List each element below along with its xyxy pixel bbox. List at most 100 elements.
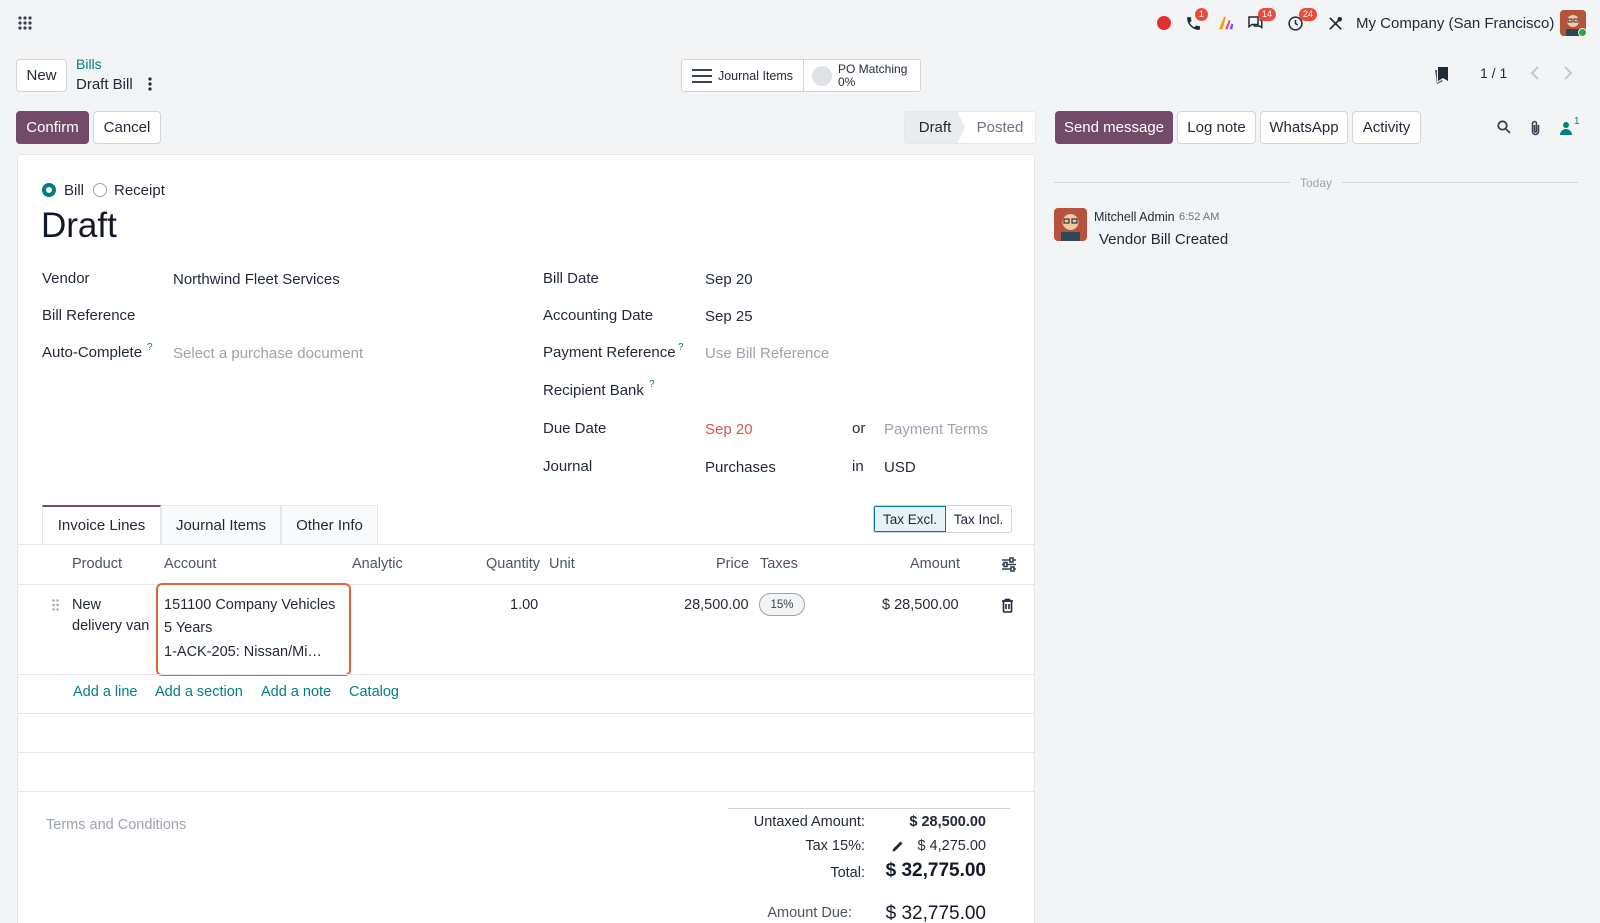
smart-buttons: Journal Items PO Matching 0% — [681, 59, 921, 92]
tabs-divider — [17, 544, 1035, 545]
col-product[interactable]: Product — [72, 556, 122, 572]
untaxed-amount-label: Untaxed Amount: — [753, 814, 865, 830]
tools-icon[interactable] — [1325, 13, 1345, 33]
new-button[interactable]: New — [16, 59, 67, 92]
online-status-dot — [1578, 28, 1587, 37]
po-matching-smart-button[interactable]: PO Matching 0% — [804, 60, 920, 91]
tax-included-button[interactable]: Tax Incl. — [946, 506, 1011, 532]
recipient-bank-help-icon[interactable]: ? — [649, 379, 655, 390]
untaxed-amount-value: $ 28,500.00 — [909, 814, 986, 830]
terms-conditions-field[interactable]: Terms and Conditions — [46, 817, 187, 833]
radio-receipt[interactable] — [93, 183, 107, 197]
bookmark-icon[interactable] — [1432, 64, 1452, 86]
record-icon[interactable] — [1157, 16, 1171, 30]
edit-tax-icon[interactable] — [890, 838, 906, 854]
send-message-button[interactable]: Send message — [1055, 111, 1173, 144]
add-section-link[interactable]: Add a section — [155, 684, 243, 700]
col-quantity[interactable]: Quantity — [486, 556, 540, 572]
auto-complete-help-icon[interactable]: ? — [147, 342, 153, 353]
pager-next-icon[interactable] — [1558, 63, 1578, 83]
col-price[interactable]: Price — [716, 556, 750, 572]
line-product-cont[interactable]: delivery van — [72, 618, 150, 634]
col-taxes[interactable]: Taxes — [760, 556, 798, 572]
payment-terms-field[interactable]: Payment Terms — [884, 421, 988, 438]
delete-line-icon[interactable] — [999, 596, 1015, 614]
radio-bill[interactable] — [42, 183, 56, 197]
radio-bill-label[interactable]: Bill — [64, 182, 85, 199]
col-unit[interactable]: Unit — [549, 556, 575, 572]
bill-date-field[interactable]: Sep 20 — [705, 271, 753, 288]
tab-invoice-lines[interactable]: Invoice Lines — [42, 505, 161, 544]
total-label: Total: — [830, 865, 865, 881]
journal-items-smart-button[interactable]: Journal Items — [682, 60, 804, 91]
empty-row-divider — [17, 752, 1035, 753]
line-price[interactable]: 28,500.00 — [684, 597, 749, 613]
payment-reference-help-icon[interactable]: ? — [678, 342, 684, 353]
line-quantity[interactable]: 1.00 — [510, 597, 539, 613]
due-date-or: or — [852, 420, 866, 437]
line-account-asset: 1-ACK-205: Nissan/Mi… — [164, 644, 322, 660]
whatsapp-button[interactable]: WhatsApp — [1260, 111, 1348, 144]
due-date-label: Due Date — [543, 420, 607, 437]
stage-posted[interactable]: Posted — [976, 119, 1024, 136]
followers-icon[interactable] — [1558, 120, 1574, 136]
catalog-link[interactable]: Catalog — [349, 684, 399, 700]
links-divider — [17, 713, 1035, 714]
auto-complete-field[interactable]: Select a purchase document — [173, 345, 364, 362]
ai-icon[interactable] — [1216, 13, 1236, 33]
col-amount[interactable]: Amount — [910, 556, 960, 572]
breadcrumb-bills[interactable]: Bills — [76, 56, 102, 72]
bill-reference-field[interactable] — [173, 303, 493, 327]
journal-label: Journal — [543, 458, 593, 475]
amount-due-value: $ 32,775.00 — [885, 903, 986, 923]
tab-other-info[interactable]: Other Info — [281, 505, 378, 544]
add-line-link[interactable]: Add a line — [73, 684, 138, 700]
pager-value[interactable]: 1 / 1 — [1480, 65, 1508, 81]
more-actions-icon[interactable] — [144, 76, 156, 92]
due-date-field[interactable]: Sep 20 — [705, 421, 753, 438]
activity-button[interactable]: Activity — [1352, 111, 1421, 144]
tax-excluded-button[interactable]: Tax Excl. — [874, 506, 946, 532]
apps-icon[interactable] — [16, 14, 34, 32]
cancel-button[interactable]: Cancel — [93, 111, 161, 144]
col-analytic[interactable]: Analytic — [352, 556, 403, 572]
payment-reference-field[interactable]: Use Bill Reference — [705, 345, 830, 362]
recipient-bank-field[interactable] — [705, 378, 1005, 402]
top-navbar: 1 14 24 My Company (San Francisco) — [0, 0, 1600, 46]
date-separator-label: Today — [1290, 176, 1343, 190]
line-tax-badge[interactable]: 15% — [759, 593, 805, 616]
payment-reference-label: Payment Reference — [543, 344, 676, 361]
line-amount: $ 28,500.00 — [882, 597, 959, 613]
po-matching-label: PO Matching — [838, 61, 908, 76]
tab-journal-items[interactable]: Journal Items — [161, 505, 281, 544]
attachment-icon[interactable] — [1527, 119, 1543, 137]
accounting-date-field[interactable]: Sep 25 — [705, 308, 753, 325]
drag-handle-icon[interactable] — [50, 598, 60, 612]
avatar[interactable] — [1560, 10, 1586, 36]
message-time: 6:52 AM — [1179, 211, 1220, 223]
account-cell-highlight[interactable] — [156, 583, 351, 676]
confirm-button[interactable]: Confirm — [16, 111, 89, 144]
phone-icon[interactable] — [1183, 13, 1203, 33]
column-settings-icon[interactable] — [1000, 555, 1018, 573]
followers-count: 1 — [1574, 116, 1580, 127]
line-product[interactable]: New — [72, 597, 102, 613]
line-account-depreciation: 5 Years — [164, 620, 213, 636]
currency-field[interactable]: USD — [884, 459, 916, 476]
progress-circle-icon — [812, 65, 832, 86]
vendor-field[interactable]: Northwind Fleet Services — [173, 271, 340, 288]
log-note-button[interactable]: Log note — [1177, 111, 1256, 144]
total-value: $ 32,775.00 — [885, 860, 986, 881]
stage-draft[interactable]: Draft — [905, 112, 965, 143]
company-switcher[interactable]: My Company (San Francisco) — [1356, 15, 1555, 32]
add-note-link[interactable]: Add a note — [261, 684, 332, 700]
col-account[interactable]: Account — [164, 556, 217, 572]
clock-icon[interactable] — [1285, 13, 1305, 33]
pager-previous-icon[interactable] — [1524, 63, 1544, 83]
search-icon[interactable] — [1496, 119, 1512, 135]
message-author[interactable]: Mitchell Admin — [1094, 210, 1175, 224]
amount-due-label: Amount Due: — [767, 905, 852, 921]
line-account[interactable]: 151100 Company Vehicles — [164, 597, 336, 613]
radio-receipt-label[interactable]: Receipt — [114, 182, 165, 199]
journal-field[interactable]: Purchases — [705, 459, 776, 476]
